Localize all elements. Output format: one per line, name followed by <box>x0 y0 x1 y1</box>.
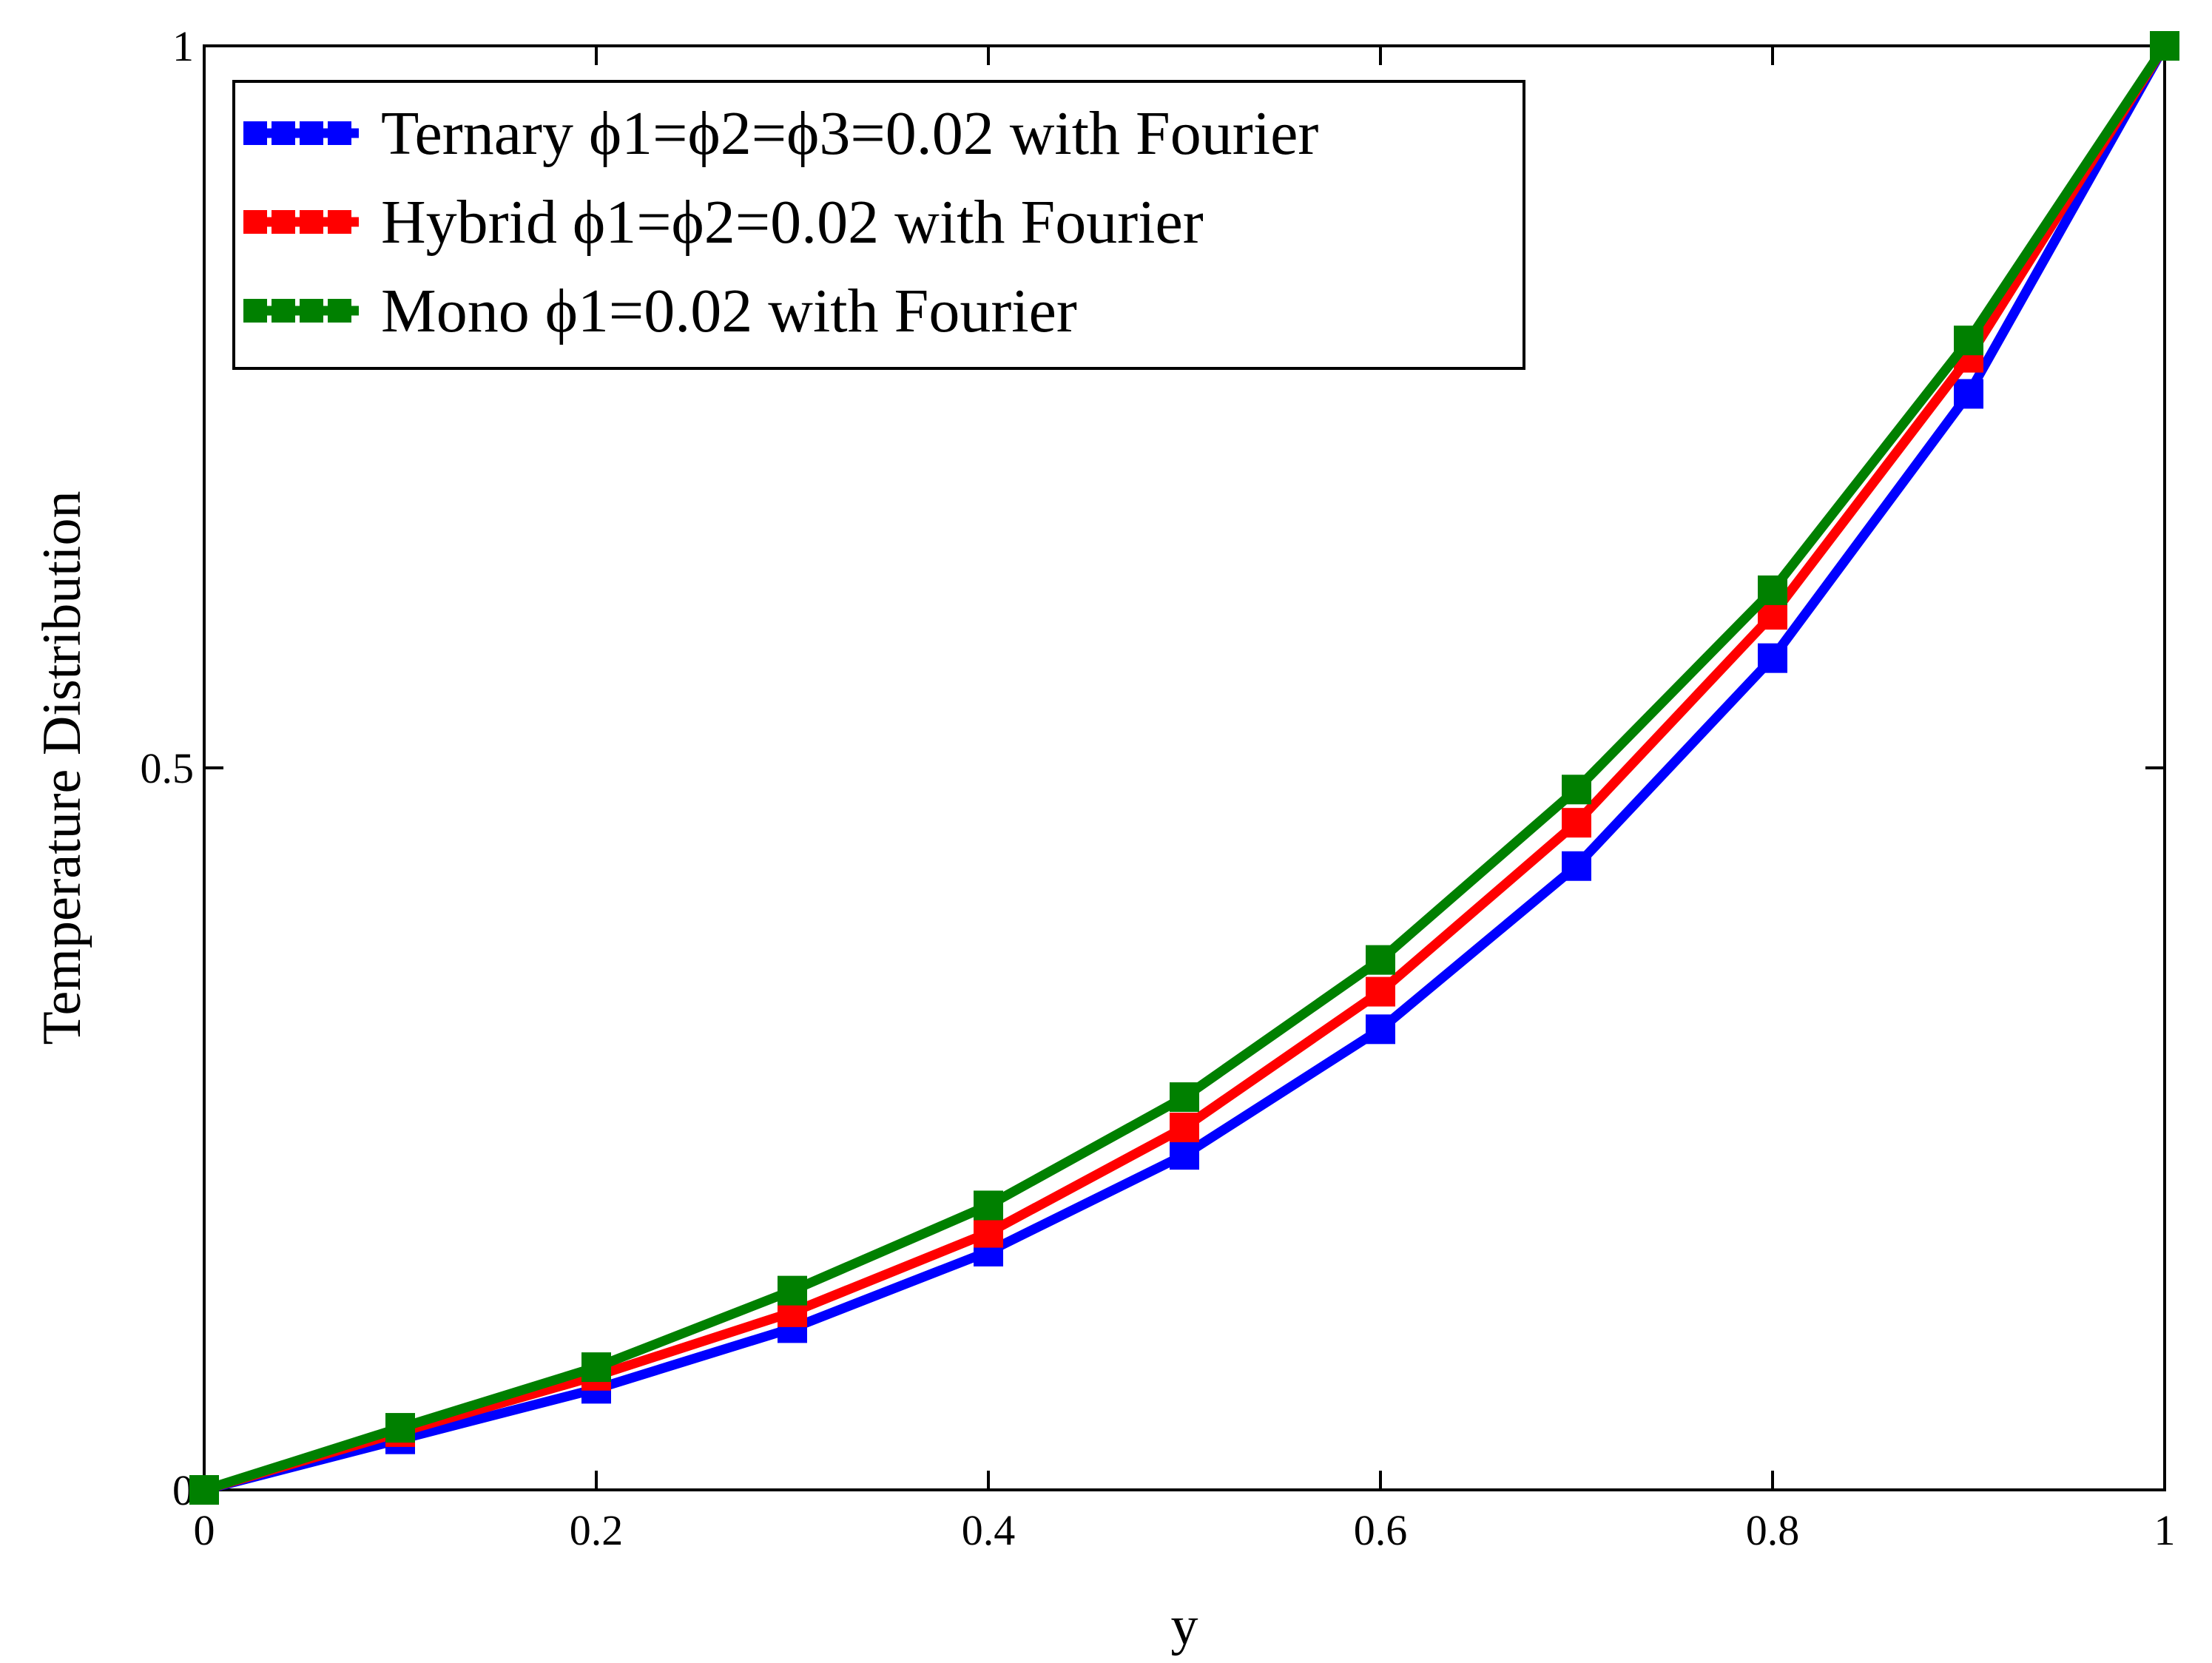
data-point <box>1366 976 1395 1007</box>
data-point <box>1562 851 1591 881</box>
data-point <box>1170 1113 1199 1143</box>
x-tick-label: 0 <box>194 1506 215 1554</box>
data-point <box>1170 1140 1199 1170</box>
data-point <box>778 1275 807 1306</box>
data-point <box>1562 808 1591 838</box>
data-point <box>1366 1014 1395 1045</box>
legend-swatch-marker <box>272 210 295 234</box>
legend-swatch-marker <box>300 121 323 145</box>
legend-label: Ternary ϕ1=ϕ2=ϕ3=0.02 with Fourier <box>381 99 1318 168</box>
legend-swatch-marker <box>328 210 351 234</box>
x-tick-label: 0.2 <box>570 1506 624 1554</box>
legend-item: Ternary ϕ1=ϕ2=ϕ3=0.02 with Fourier <box>243 99 1318 168</box>
x-tick-label: 0.4 <box>962 1506 1016 1554</box>
legend: Ternary ϕ1=ϕ2=ϕ3=0.02 with Fourier Hybrid… <box>232 80 1525 370</box>
data-point <box>581 1352 611 1383</box>
legend-item: Hybrid ϕ1=ϕ2=0.02 with Fourier <box>243 188 1204 257</box>
x-axis-label: y <box>1171 1596 1198 1656</box>
legend-label: Hybrid ϕ1=ϕ2=0.02 with Fourier <box>381 188 1204 257</box>
x-tick-label: 0.6 <box>1354 1506 1408 1554</box>
series-layer <box>189 31 2179 1505</box>
legend-swatch-marker <box>272 299 295 323</box>
data-point <box>1562 775 1591 805</box>
data-point <box>1758 643 1787 673</box>
data-point <box>1366 945 1395 975</box>
y-tick-label: 0.5 <box>141 744 195 792</box>
legend-swatch-marker <box>328 299 351 323</box>
x-tick-label: 1 <box>2154 1506 2176 1554</box>
axis-ticks: 0 0.2 0.4 0.6 0.8 100.51 <box>141 22 2176 1554</box>
data-point <box>1954 325 1983 356</box>
legend-swatch-marker <box>328 121 351 145</box>
legend-swatch-marker <box>243 121 267 145</box>
legend-item: Mono ϕ1=0.02 with Fourier <box>243 277 1077 345</box>
data-point <box>385 1413 415 1443</box>
legend-swatch-marker <box>243 299 267 323</box>
data-point <box>1758 575 1787 605</box>
legend-box <box>232 80 1525 370</box>
legend-swatch-marker <box>300 210 323 234</box>
data-point <box>189 1475 219 1505</box>
x-tick-label: 0.8 <box>1746 1506 1800 1554</box>
legend-swatch-marker <box>272 121 295 145</box>
legend-label: Mono ϕ1=0.02 with Fourier <box>381 277 1077 345</box>
legend-swatch-marker <box>300 299 323 323</box>
data-point <box>1170 1082 1199 1113</box>
y-axis-label: Temperature Distribution <box>32 491 92 1045</box>
data-point <box>1954 379 1983 409</box>
data-point <box>2150 31 2179 61</box>
y-tick-label: 1 <box>172 22 194 70</box>
legend-swatch-marker <box>243 210 267 234</box>
data-point <box>974 1218 1003 1248</box>
data-point <box>974 1190 1003 1221</box>
series-group <box>189 31 2179 1505</box>
